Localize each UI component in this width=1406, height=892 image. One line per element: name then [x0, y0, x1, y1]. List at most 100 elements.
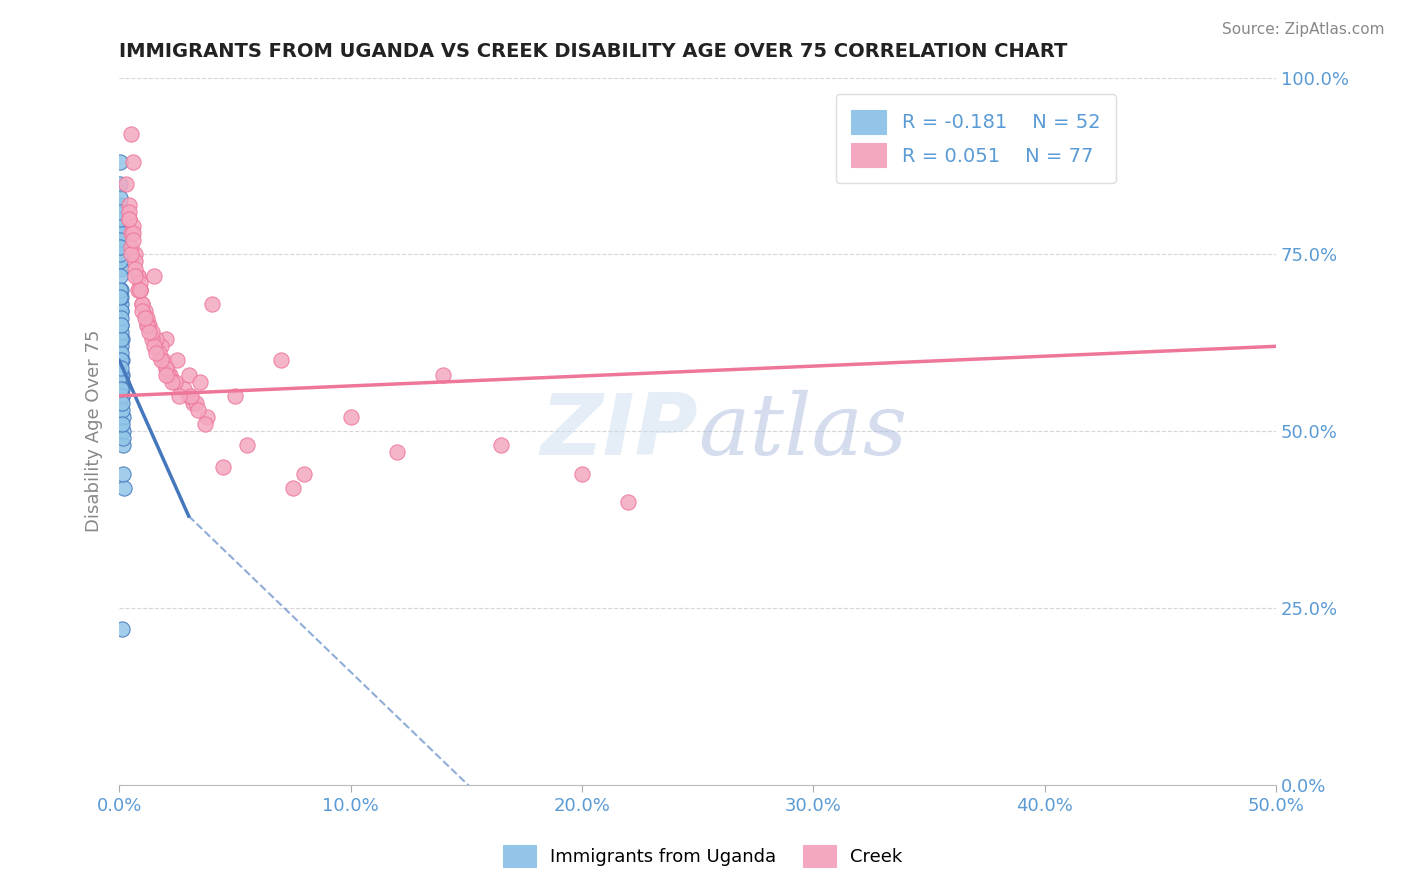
Point — [108, 226, 131, 240]
Point — [127, 283, 149, 297]
Point — [110, 297, 132, 311]
Point — [129, 283, 152, 297]
Y-axis label: Disability Age Over 75: Disability Age Over 75 — [86, 330, 103, 533]
Point — [120, 240, 142, 254]
Point — [108, 198, 131, 212]
Point — [124, 247, 146, 261]
Point — [117, 212, 139, 227]
Point — [292, 467, 315, 481]
Point — [124, 261, 146, 276]
Point — [145, 332, 167, 346]
Point — [111, 424, 134, 438]
Point — [155, 360, 177, 375]
Point — [108, 233, 131, 247]
Point — [110, 396, 132, 410]
Text: ZIP: ZIP — [540, 390, 697, 473]
Text: IMMIGRANTS FROM UGANDA VS CREEK DISABILITY AGE OVER 75 CORRELATION CHART: IMMIGRANTS FROM UGANDA VS CREEK DISABILI… — [120, 42, 1067, 61]
Point — [110, 339, 132, 353]
Point — [129, 283, 152, 297]
Point — [108, 177, 131, 191]
Point — [177, 389, 200, 403]
Point — [120, 127, 142, 141]
Point — [111, 403, 134, 417]
Point — [155, 368, 177, 382]
Point — [385, 445, 408, 459]
Point — [111, 431, 134, 445]
Point — [120, 247, 142, 261]
Point — [115, 177, 138, 191]
Point — [177, 368, 200, 382]
Point — [124, 254, 146, 268]
Point — [117, 205, 139, 219]
Point — [159, 368, 181, 382]
Point — [111, 417, 134, 431]
Point — [188, 375, 211, 389]
Point — [110, 325, 132, 339]
Point — [149, 339, 172, 353]
Point — [155, 332, 177, 346]
Point — [108, 191, 131, 205]
Point — [110, 318, 132, 332]
Point — [110, 368, 132, 382]
Point — [149, 353, 172, 368]
Point — [181, 396, 204, 410]
Point — [111, 332, 134, 346]
Point — [112, 438, 135, 452]
Point — [134, 311, 156, 326]
Point — [201, 297, 224, 311]
Point — [184, 396, 207, 410]
Point — [136, 311, 159, 326]
Point — [432, 368, 454, 382]
Point — [127, 268, 149, 283]
Point — [136, 318, 159, 332]
Point — [110, 261, 132, 276]
Point — [138, 325, 160, 339]
Point — [110, 304, 132, 318]
Point — [489, 438, 512, 452]
Point — [110, 283, 132, 297]
Point — [129, 283, 152, 297]
Point — [112, 481, 135, 495]
Point — [108, 155, 131, 169]
Point — [131, 297, 153, 311]
Point — [571, 467, 593, 481]
Text: Source: ZipAtlas.com: Source: ZipAtlas.com — [1222, 22, 1385, 37]
Point — [136, 318, 159, 332]
Point — [108, 212, 131, 227]
Point — [141, 325, 163, 339]
Point — [110, 332, 132, 346]
Point — [110, 311, 132, 326]
Point — [108, 247, 131, 261]
Point — [111, 467, 134, 481]
Point — [143, 268, 166, 283]
Point — [110, 360, 132, 375]
Point — [110, 240, 132, 254]
Point — [110, 268, 132, 283]
Point — [110, 353, 132, 368]
Text: atlas: atlas — [697, 390, 907, 473]
Point — [212, 459, 235, 474]
Point — [163, 375, 186, 389]
Point — [270, 353, 292, 368]
Point — [134, 304, 156, 318]
Point — [195, 410, 218, 425]
Point — [617, 495, 640, 509]
Point — [129, 276, 152, 290]
Point — [122, 226, 145, 240]
Point — [111, 382, 134, 396]
Point — [110, 240, 132, 254]
Point — [141, 332, 163, 346]
Point — [127, 268, 149, 283]
Point — [187, 403, 209, 417]
Point — [224, 389, 246, 403]
Point — [110, 389, 132, 403]
Point — [110, 254, 132, 268]
Point — [108, 219, 131, 233]
Point — [110, 389, 132, 403]
Point — [111, 622, 134, 636]
Point — [145, 346, 167, 360]
Point — [120, 226, 142, 240]
Point — [155, 360, 177, 375]
Point — [194, 417, 217, 431]
Point — [111, 410, 134, 425]
